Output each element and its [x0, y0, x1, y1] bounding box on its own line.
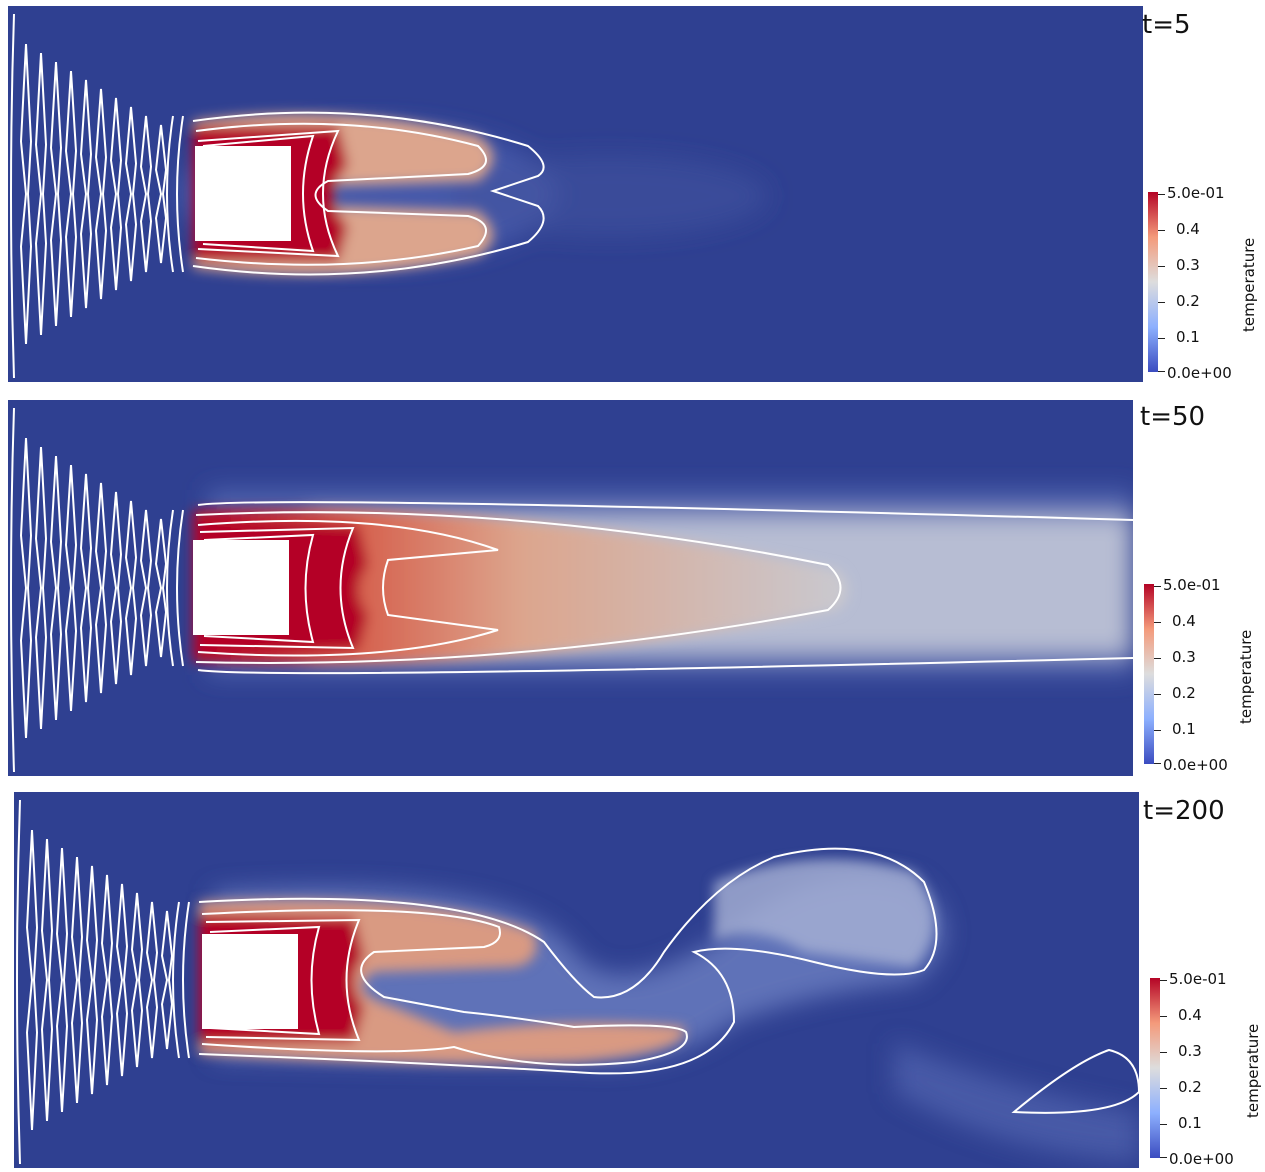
contour-ridge [145, 901, 159, 1059]
colorbar-tick-t200: 0.4 [1178, 1006, 1202, 1024]
contour-ridge [100, 874, 114, 1086]
colorbar-tick-t5: 0.3 [1176, 256, 1200, 274]
temperature-field-t200 [14, 792, 1139, 1168]
obstacle-square-t5 [195, 146, 291, 241]
contour-ridges-t200 [25, 829, 190, 1131]
contour-ridges-t5 [19, 43, 184, 345]
contour-ridge [115, 883, 129, 1077]
colorbar-tick-t50: 0.1 [1172, 720, 1196, 738]
temperature-field-t5 [8, 6, 1143, 382]
temperature-field-t50 [8, 400, 1133, 776]
contour-arc [182, 901, 190, 1059]
contour-ridge [85, 865, 99, 1095]
obstacle-square-t200 [202, 934, 298, 1029]
contour-ridge [109, 491, 123, 685]
colorbar-tick-max-t200: 5.0e-01 [1169, 970, 1227, 988]
colorbar-title-t5: temperature [1240, 237, 1258, 332]
contour-ridge [49, 61, 63, 327]
contour-ridge [40, 838, 54, 1122]
contour-ridge [34, 52, 48, 336]
contour-ridge [25, 829, 39, 1131]
colorbar-tick-min-t50: 0.0e+00 [1163, 756, 1228, 774]
contour-arc [176, 115, 184, 273]
contour-ridge [49, 455, 63, 721]
obstacle-square-t50 [193, 540, 289, 635]
contour-arc [166, 115, 174, 273]
contour-ridge [64, 70, 78, 318]
contour-ridge [70, 856, 84, 1104]
colorbar-tick-t50: 0.2 [1172, 684, 1196, 702]
contour-ridge [124, 106, 138, 282]
colorbar-tick-min-t200: 0.0e+00 [1169, 1150, 1234, 1168]
contour-ridge [19, 437, 33, 739]
contour-arc [172, 901, 180, 1059]
colorbar-tick-max-t5: 5.0e-01 [1167, 184, 1225, 202]
time-label-t50: t=50 [1140, 402, 1206, 432]
contour-arc [166, 509, 174, 667]
contour-arc [176, 509, 184, 667]
panel-t5: t=5 5.0e-01 0.4 0.3 0.2 0.1 0.0e+00 temp… [0, 0, 1265, 392]
colorbar-tick-t5: 0.1 [1176, 328, 1200, 346]
colorbar-tick-t50: 0.3 [1172, 648, 1196, 666]
contour-ridge [124, 500, 138, 676]
contour-ridges-t50 [19, 437, 184, 739]
colorbar-tick-t5: 0.2 [1176, 292, 1200, 310]
contour-ridge [79, 473, 93, 703]
colorbar-tick-t200: 0.3 [1178, 1042, 1202, 1060]
contour-ridge [94, 88, 108, 300]
contour-ridge [130, 892, 144, 1068]
contour-ridge [79, 79, 93, 309]
colorbar-tick-t200: 0.2 [1178, 1078, 1202, 1096]
colorbar-tick-min-t5: 0.0e+00 [1167, 364, 1232, 382]
panel-t200: t=200 5.0e-01 0.4 0.3 0.2 0.1 0.0e+00 te… [0, 784, 1265, 1172]
contour-ridge [154, 124, 168, 264]
colorbar-tick-t50: 0.4 [1172, 612, 1196, 630]
colorbar-title-t200: temperature [1244, 1023, 1262, 1118]
contour-ridge [55, 847, 69, 1113]
contour-ridge [154, 518, 168, 658]
time-label-t200: t=200 [1143, 796, 1225, 826]
contour-ridge [64, 464, 78, 712]
panel-t50: t=50 5.0e-01 0.4 0.3 0.2 0.1 0.0e+00 tem… [0, 392, 1265, 784]
contour-ridge [19, 43, 33, 345]
contour-ridge [139, 509, 153, 667]
colorbar-tick-t5: 0.4 [1176, 220, 1200, 238]
colorbar-tick-max-t50: 5.0e-01 [1163, 576, 1221, 594]
colorbar-title-t50: temperature [1237, 629, 1255, 724]
contour-ridge [160, 910, 174, 1050]
contour-ridge [34, 446, 48, 730]
colorbar-tick-t200: 0.1 [1178, 1114, 1202, 1132]
contour-ridge [109, 97, 123, 291]
contour-ridge [94, 482, 108, 694]
contour-ridge [139, 115, 153, 273]
time-label-t5: t=5 [1142, 10, 1191, 40]
